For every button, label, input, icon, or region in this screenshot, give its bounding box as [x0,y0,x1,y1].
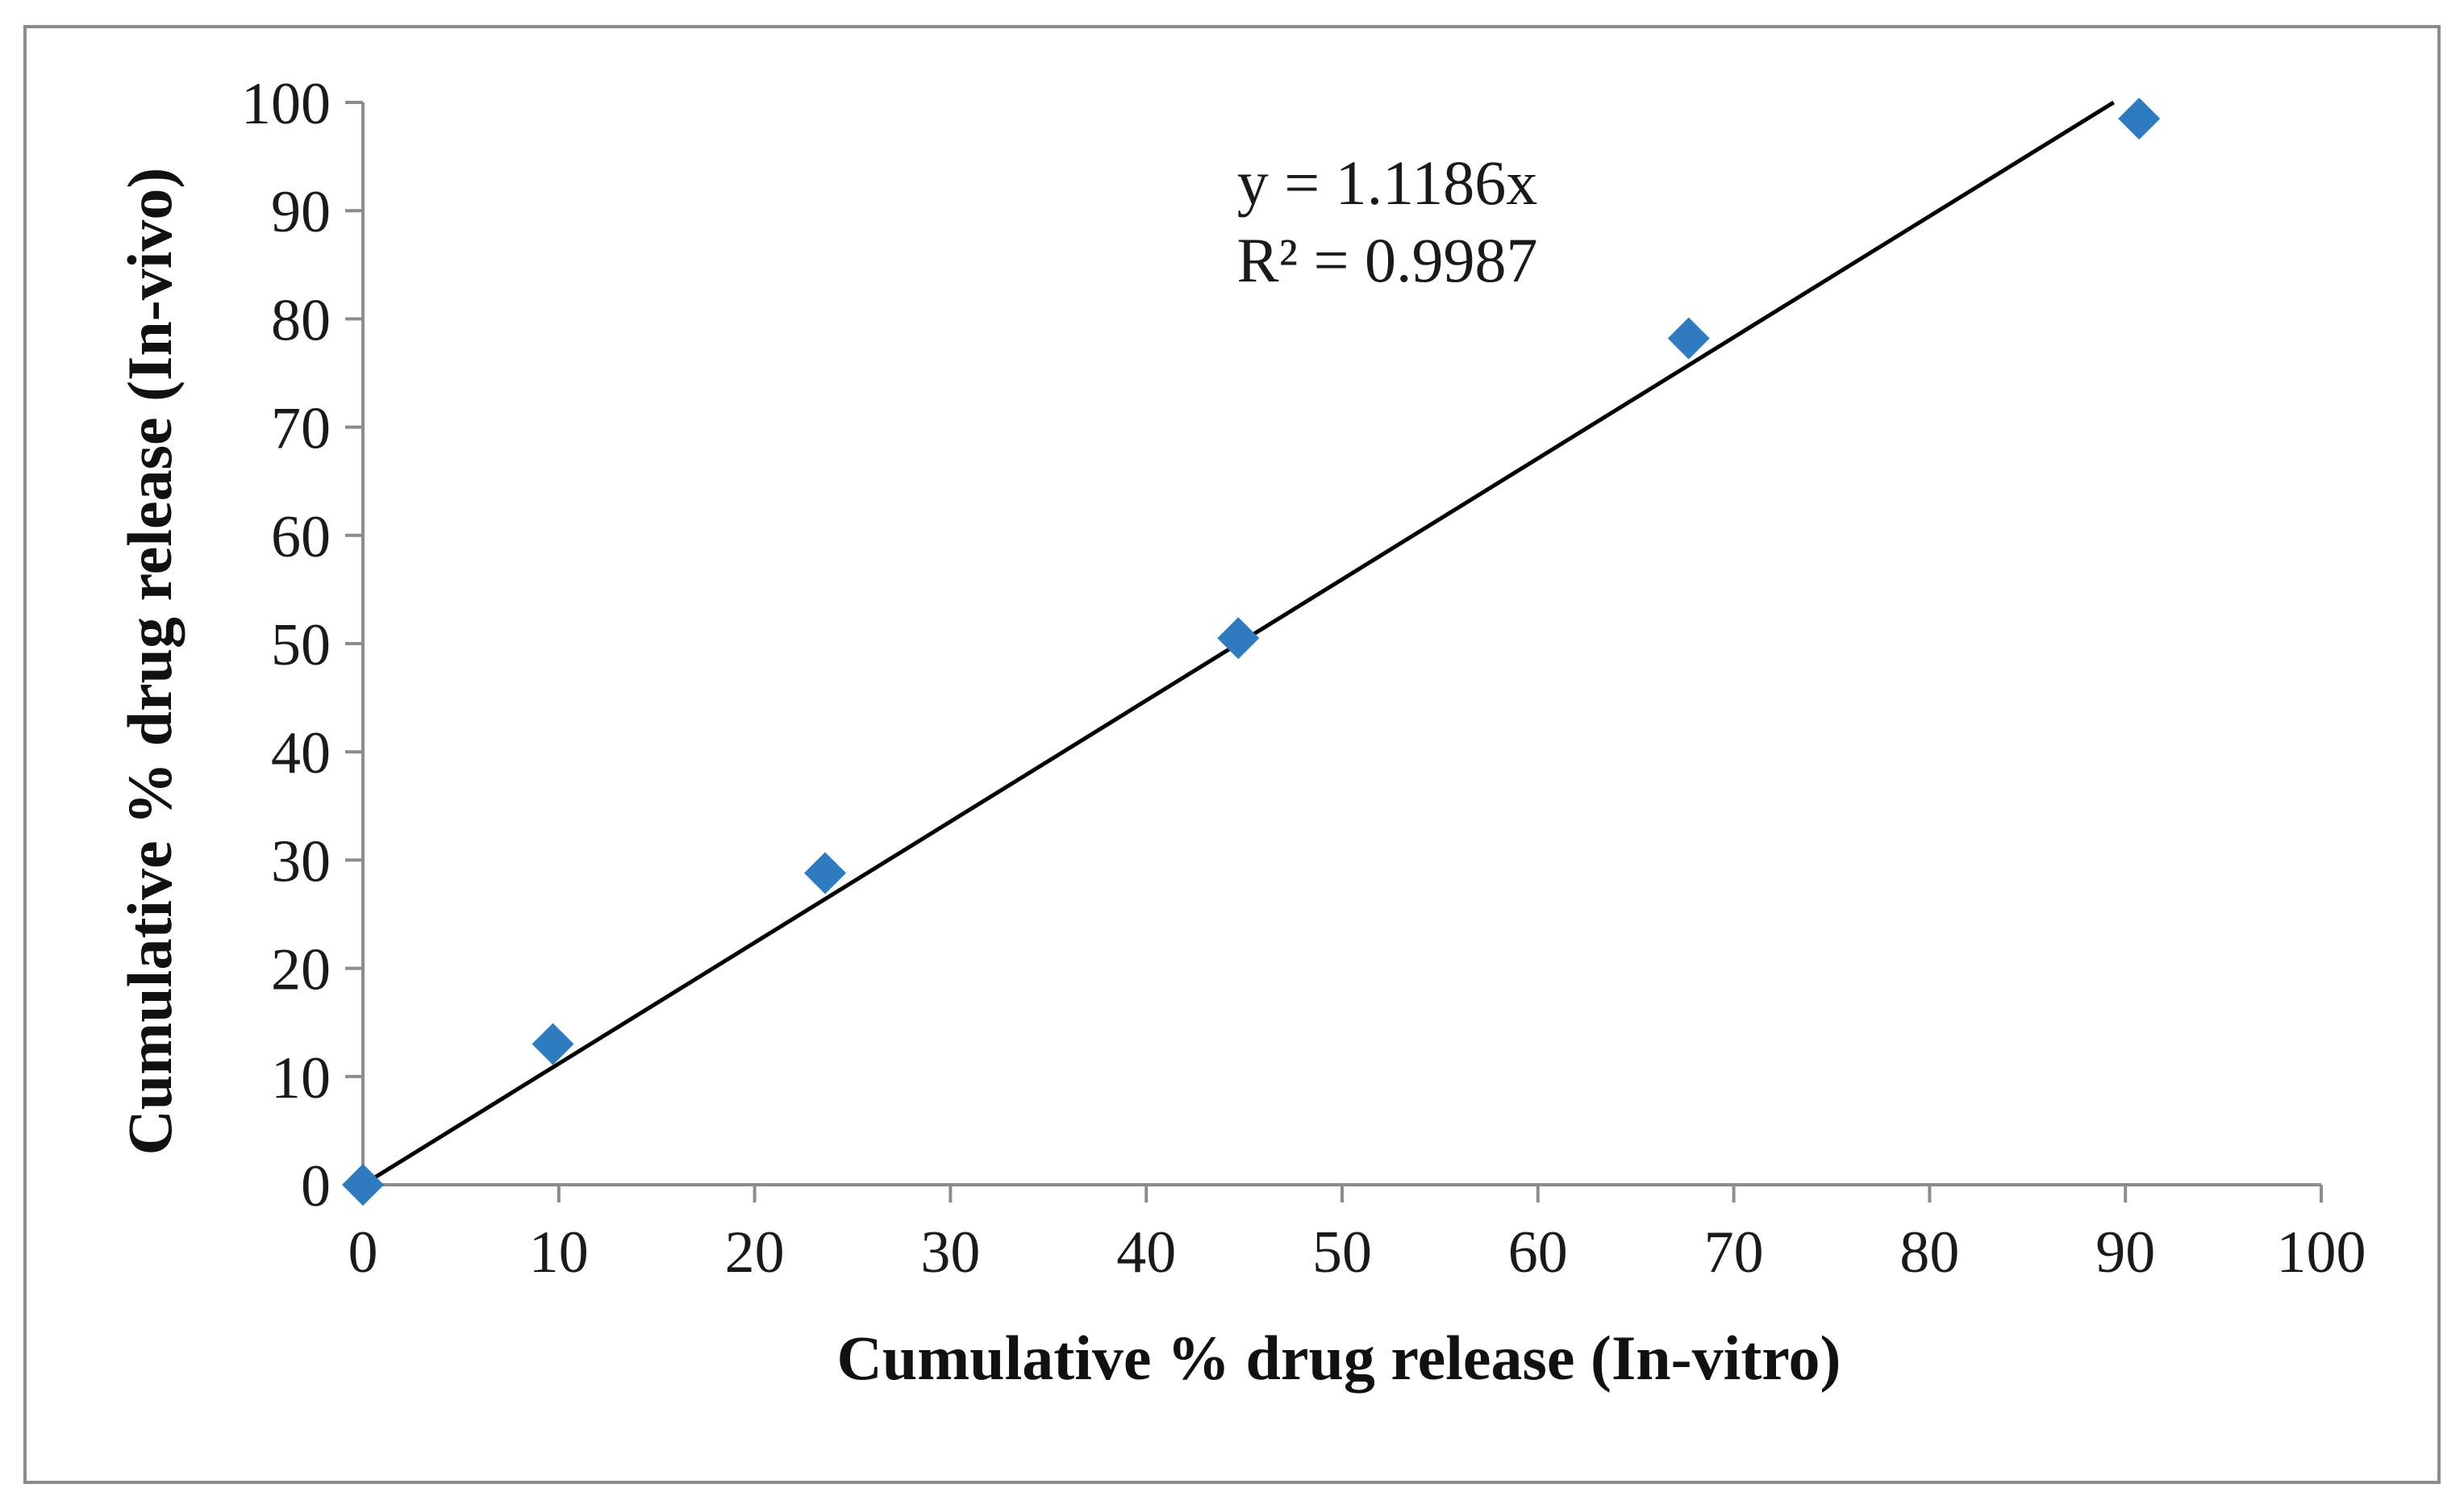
x-axis-title: Cumulative % drug release (In-vitro) [837,1323,1841,1393]
x-tick-label: 10 [529,1219,589,1286]
y-tick-label: 60 [271,504,331,570]
x-tick-label: 70 [1704,1219,1764,1286]
x-tick-label: 100 [2277,1219,2366,1286]
y-tick-label: 30 [271,828,331,894]
y-tick-label: 0 [301,1153,331,1219]
data-point [342,1164,384,1206]
data-point [2118,98,2161,140]
y-tick-label: 10 [271,1045,331,1111]
x-tick-label: 60 [1508,1219,1568,1286]
data-point [1667,317,1710,360]
x-tick-label: 0 [348,1219,378,1286]
data-points [342,98,2161,1206]
trendline-r-squared: R² = 0.9987 [1237,225,1538,295]
y-axis-title: Cumulative % drug release (In-vivo) [115,168,185,1156]
y-ticks: 0 10 20 30 40 50 60 70 80 90 100 [241,71,363,1219]
x-tick-label: 20 [725,1219,785,1286]
y-tick-label: 70 [271,396,331,462]
y-tick-label: 80 [271,287,331,353]
data-point [804,852,847,894]
y-tick-label: 90 [271,179,331,245]
trendline-equation: y = 1.1186x [1237,148,1538,218]
data-point [1217,617,1260,660]
chart-frame [23,25,2441,1484]
x-tick-label: 50 [1312,1219,1372,1286]
data-point [532,1023,574,1065]
y-tick-label: 100 [241,71,331,137]
x-ticks: 0 10 20 30 40 50 60 70 80 90 100 [348,1185,2366,1286]
y-tick-label: 20 [271,937,331,1003]
x-tick-label: 90 [2095,1219,2155,1286]
y-tick-label: 40 [271,720,331,786]
y-tick-label: 50 [271,612,331,678]
x-tick-label: 30 [920,1219,980,1286]
x-tick-label: 40 [1116,1219,1176,1286]
x-tick-label: 80 [1899,1219,1959,1286]
